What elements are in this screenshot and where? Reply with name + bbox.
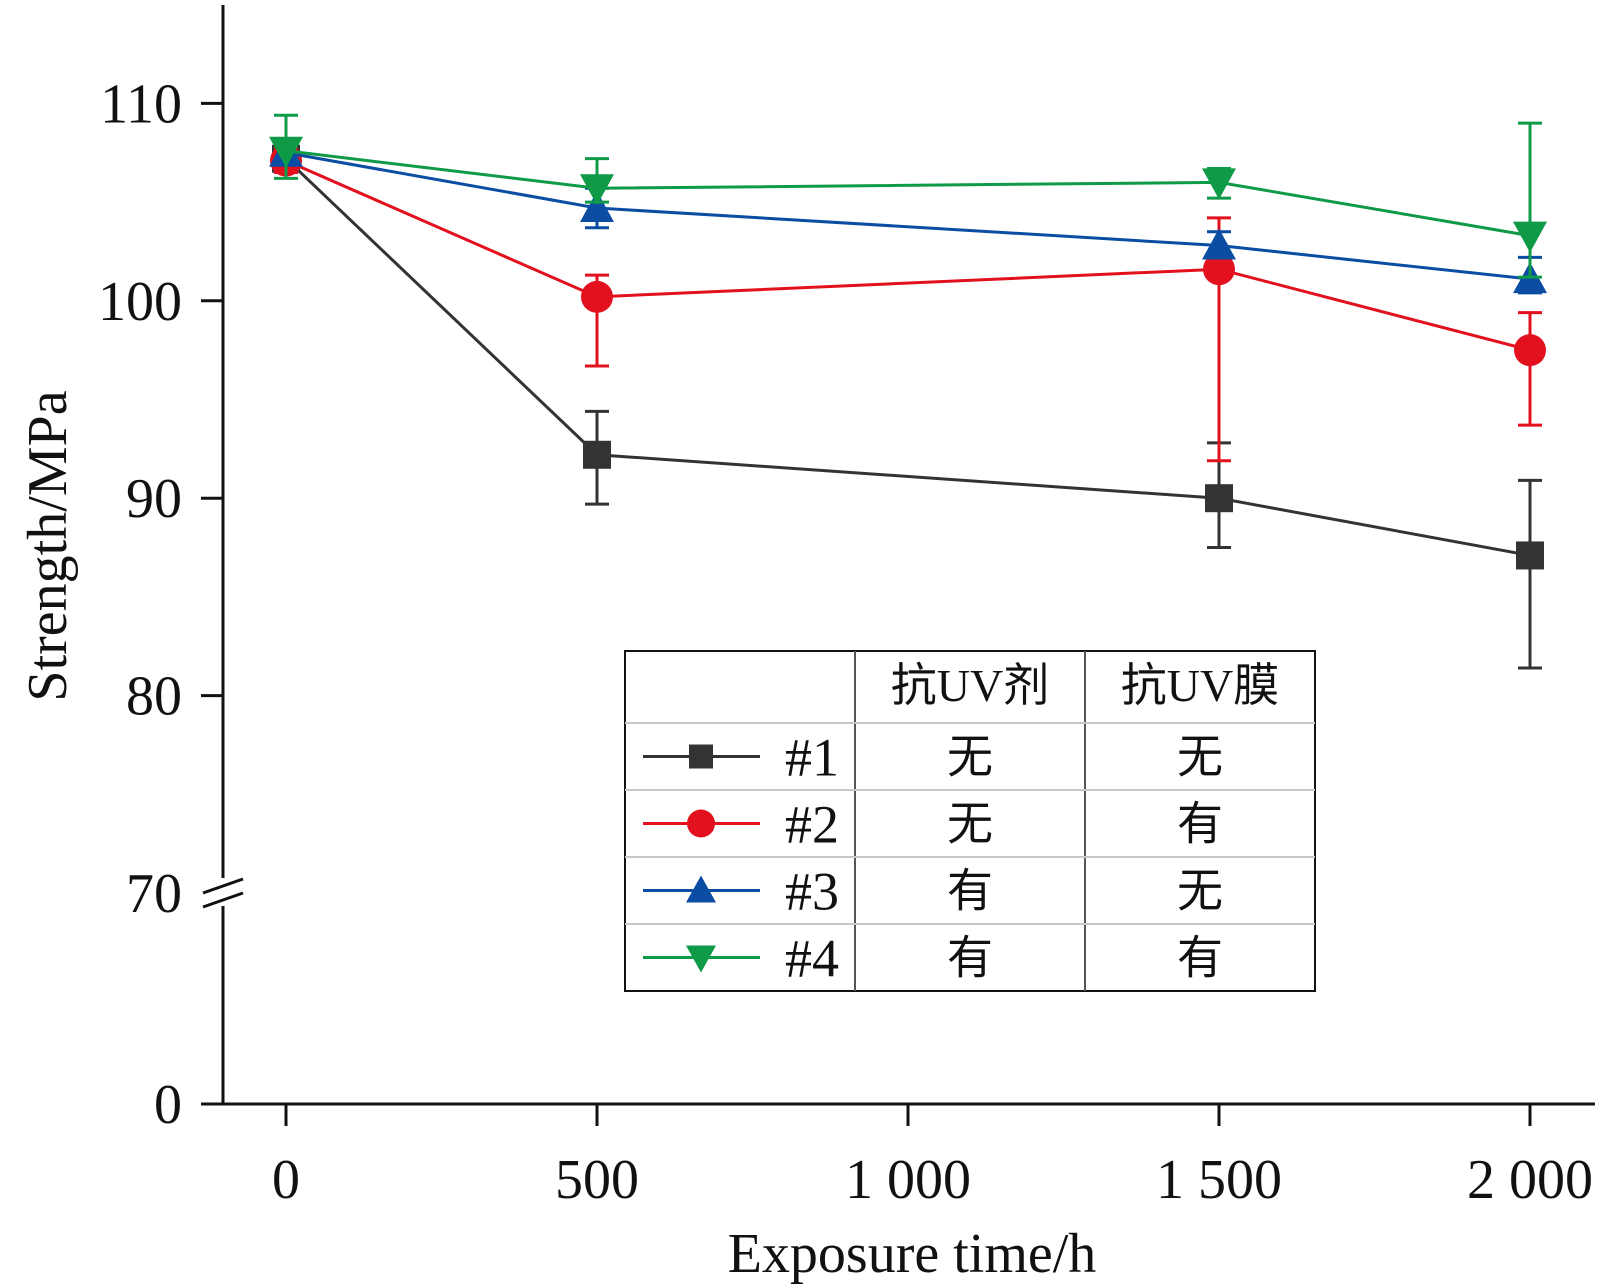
y-tick-label: 110: [100, 73, 182, 135]
x-tick-label: 1 500: [1156, 1149, 1282, 1211]
legend-header: 抗UV剂: [891, 660, 1049, 711]
legend-label: #4: [785, 929, 839, 989]
data-point: [1513, 221, 1547, 253]
x-tick-label: 500: [555, 1149, 639, 1211]
data-point: [580, 191, 614, 223]
legend-cell: 有: [947, 933, 993, 984]
series-1: [272, 144, 1544, 670]
data-point: [1202, 228, 1236, 260]
y-tick-label: 90: [126, 468, 182, 530]
data-point: [1514, 334, 1546, 367]
series-3: [269, 135, 1547, 295]
series-line: [284, 157, 1531, 557]
legend-table: 抗UV剂 抗UV膜#1 无无#2 无有#3 有无#4 有有: [624, 650, 1316, 992]
series-4: [269, 113, 1547, 279]
legend-marker: [686, 945, 716, 973]
legend-cell: 无: [1177, 866, 1223, 917]
y-axis-title: Strength/MPa: [17, 390, 79, 701]
data-point: [581, 280, 613, 313]
legend-frame: [624, 650, 1316, 992]
y-tick-label: 100: [98, 271, 182, 333]
axis-break-mark: [202, 877, 244, 895]
legend-cell: 有: [1177, 799, 1223, 850]
x-axis-title: Exposure time/h: [728, 1223, 1097, 1285]
legend-cell: 有: [947, 866, 993, 917]
x-tick-label: 1 000: [845, 1149, 971, 1211]
series-layer: [269, 113, 1547, 670]
data-point: [1202, 168, 1236, 200]
data-point: [583, 440, 611, 469]
legend-cell: 无: [947, 732, 993, 783]
y-tick-label: 70: [126, 863, 182, 925]
legend-cell: 无: [1177, 732, 1223, 783]
legend-header: 抗UV膜: [1121, 660, 1279, 711]
data-point: [1516, 541, 1544, 570]
series-line: [285, 159, 1531, 352]
legend-cell: 无: [947, 799, 993, 850]
x-tick-label: 0: [272, 1149, 300, 1211]
series-line: [285, 151, 1531, 281]
series-line: [285, 149, 1531, 238]
data-point: [580, 174, 614, 206]
data-point: [1205, 484, 1233, 513]
legend-label: #1: [785, 728, 839, 788]
legend-cell: 有: [1177, 933, 1223, 984]
legend-marker: [687, 809, 715, 838]
x-tick-label: 2 000: [1467, 1149, 1593, 1211]
y-tick-label: 0: [154, 1074, 182, 1136]
data-point: [269, 136, 303, 168]
data-point: [1203, 253, 1235, 286]
series-2: [270, 144, 1546, 463]
y-tick-label: 80: [126, 666, 182, 728]
legend-marker: [686, 875, 716, 903]
legend-label: #2: [785, 795, 839, 855]
legend-marker: [689, 744, 713, 769]
axes: 0 70 80 90 100 110 0 500 1 000 1 500 2 000: [98, 5, 1595, 1211]
axis-break-mark: [202, 891, 244, 909]
legend-label: #3: [785, 862, 839, 922]
